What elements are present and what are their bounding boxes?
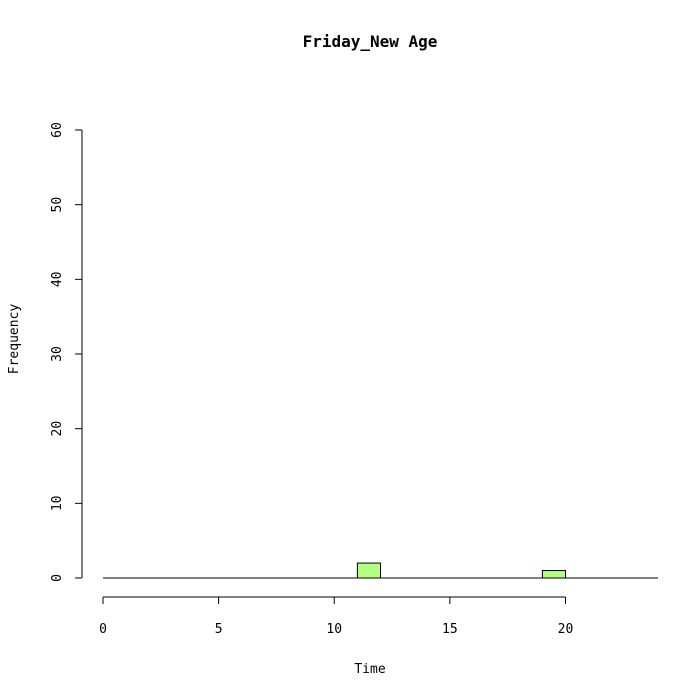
- y-tick-label: 10: [50, 496, 65, 512]
- x-tick-label: 20: [558, 622, 574, 637]
- y-tick-label: 40: [50, 272, 65, 288]
- chart-title: Friday_New Age: [303, 32, 438, 51]
- histogram-bar: [356, 562, 381, 579]
- plot-area: 0 10 20 30 40 50 60 0 5 10 15 20: [50, 122, 658, 637]
- x-tick-label: 10: [326, 622, 342, 637]
- x-axis-label: Time: [354, 662, 385, 677]
- x-tick-label: 0: [99, 622, 107, 637]
- y-tick-label: 50: [50, 197, 65, 213]
- y-tick-label: 30: [50, 346, 65, 362]
- y-tick-label: 20: [50, 421, 65, 437]
- y-tick-label: 60: [50, 122, 65, 138]
- x-tick-label: 5: [215, 622, 223, 637]
- histogram-bar: [541, 570, 566, 579]
- x-tick-label: 15: [442, 622, 458, 637]
- y-axis-label: Frequency: [7, 304, 22, 375]
- y-tick-label: 0: [50, 574, 65, 582]
